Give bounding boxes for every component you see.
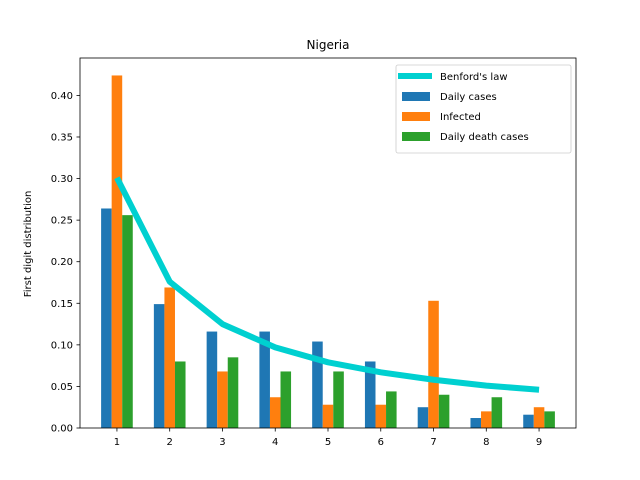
bar-daily-death-cases-6 (386, 391, 397, 428)
legend: Benford's law Daily cases Infected Daily de… (395, 64, 572, 154)
bar-infected-6 (375, 404, 387, 428)
x-tick-label: 4 (272, 437, 278, 448)
bar-daily-cases-4 (259, 331, 270, 428)
legend-label-daily-cases: Daily cases (440, 92, 497, 103)
bar-infected-5 (322, 404, 334, 428)
bar-infected-7 (428, 300, 439, 428)
x-tick-label: 6 (378, 437, 384, 448)
bar-daily-death-cases-2 (174, 361, 186, 428)
bar-daily-cases-9 (523, 414, 534, 428)
x-tick-label: 2 (167, 437, 173, 448)
bar-infected-1 (111, 75, 123, 429)
bar-infected-4 (269, 397, 281, 428)
y-tick-label: 0.10 (51, 340, 73, 351)
x-tick-label: 8 (483, 437, 489, 448)
bar-daily-cases-6 (364, 361, 376, 428)
bar-infected-9 (533, 407, 545, 428)
y-tick-label: 0.15 (51, 299, 73, 310)
y-tick-label: 0.20 (51, 257, 73, 268)
bar-infected-8 (481, 411, 492, 428)
bar-infected-2 (164, 287, 175, 428)
bar-daily-cases-7 (417, 407, 429, 428)
benford-line (114, 176, 540, 393)
chart-title: Nigeria (307, 38, 350, 52)
legend-label-daily-death-cases: Daily death cases (440, 132, 529, 143)
bar-infected-3 (217, 371, 228, 428)
y-tick-label: 0.05 (51, 382, 73, 393)
x-tick-label: 9 (536, 437, 542, 448)
bar-daily-death-cases-3 (227, 357, 239, 428)
x-tick-label: 7 (430, 437, 436, 448)
legend-swatch-infected (402, 112, 430, 121)
bar-daily-death-cases-5 (333, 371, 344, 428)
legend-label-infected: Infected (440, 112, 481, 123)
bar-daily-death-cases-4 (280, 371, 292, 428)
x-tick-label: 1 (114, 437, 120, 448)
bar-daily-cases-5 (312, 341, 323, 428)
legend-box (395, 64, 572, 154)
bar-daily-death-cases-1 (122, 215, 133, 428)
y-tick-label: 0.40 (51, 91, 73, 102)
legend-swatch-daily-death-cases (402, 132, 430, 141)
y-tick-label: 0.30 (51, 174, 73, 185)
axes-layer: 0.00 0.05 0.10 0.15 0.20 0.25 0.30 0.35 0.40 1 2 3 4… (51, 57, 577, 448)
bar-daily-cases-1 (101, 208, 112, 428)
y-axis-title: First digit distribution (23, 191, 34, 298)
bar-daily-cases-3 (206, 331, 218, 428)
legend-swatch-daily-cases (402, 92, 430, 101)
x-tick-label: 5 (325, 437, 331, 448)
y-tick-label: 0.35 (51, 132, 73, 143)
y-tick-label: 0.25 (51, 216, 73, 227)
benford-line-layer (114, 176, 540, 393)
bar-daily-cases-2 (153, 304, 165, 428)
y-tick-label: 0.00 (51, 424, 73, 435)
bars-layer (101, 75, 555, 429)
bar-daily-cases-8 (470, 418, 482, 428)
bar-daily-death-cases-7 (438, 394, 450, 428)
bar-daily-death-cases-9 (544, 411, 555, 428)
bar-daily-death-cases-8 (491, 397, 503, 428)
x-tick-label: 3 (219, 437, 225, 448)
legend-label-benford-s-law: Benford's law (440, 72, 508, 83)
